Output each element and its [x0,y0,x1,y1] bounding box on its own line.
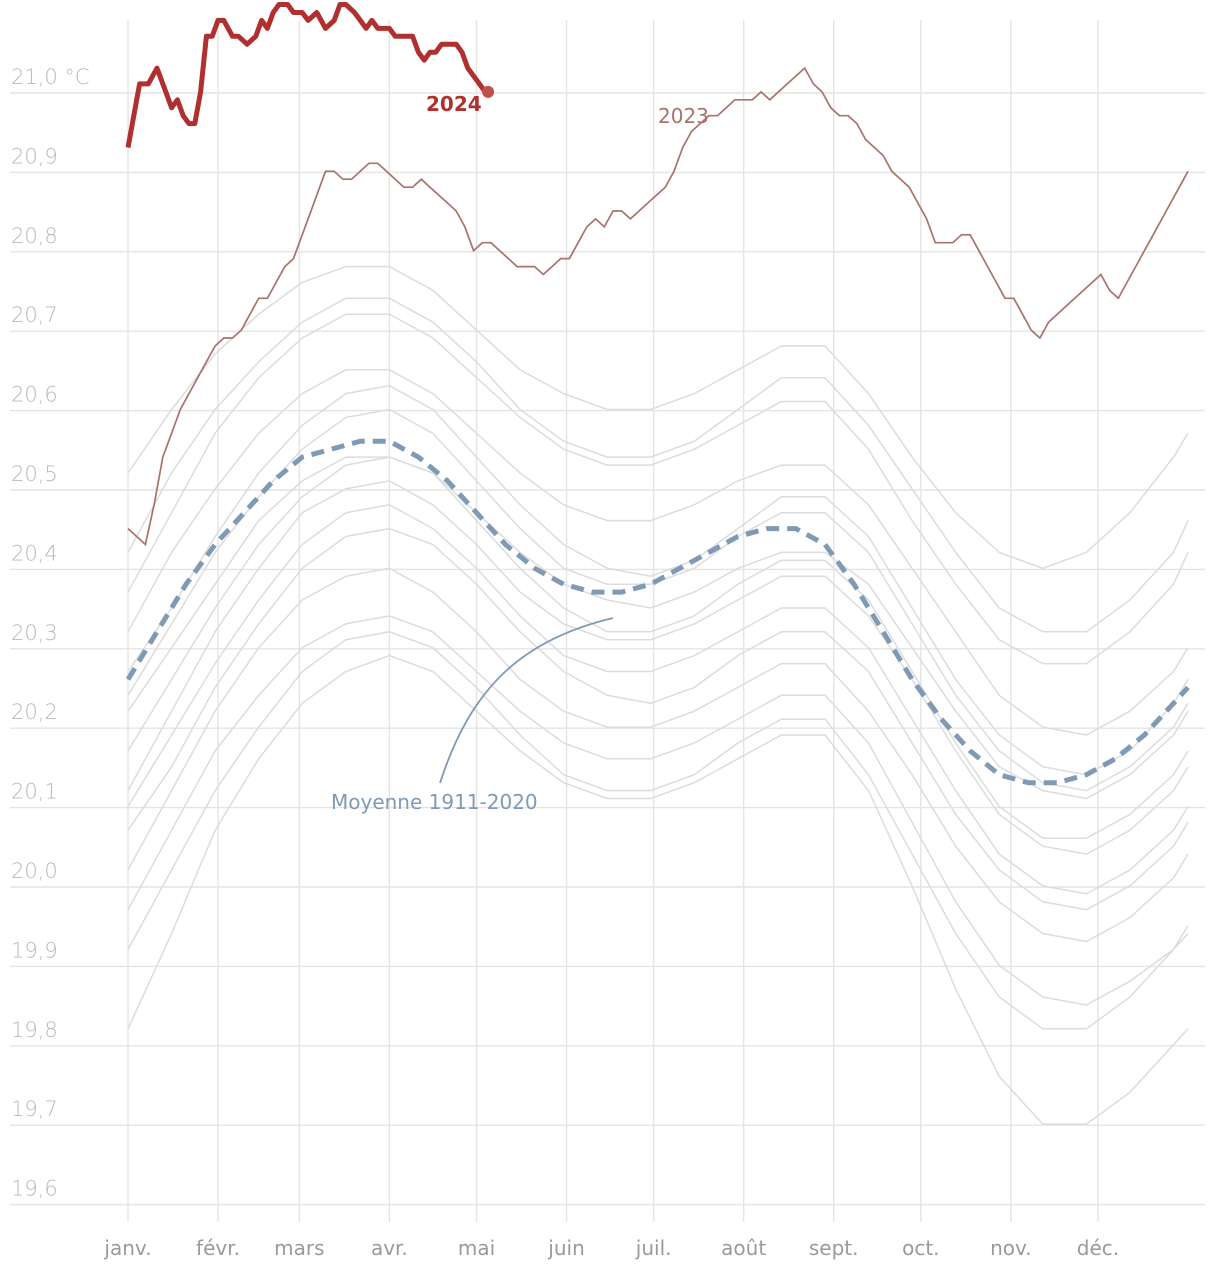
historical-year-line [127,480,1189,855]
y-tick-label: 20,2 [11,700,58,724]
x-tick-label: sept. [809,1236,859,1260]
x-tick-label: déc. [1077,1236,1119,1260]
series-2024-label: 2024 [426,92,482,116]
historical-year-line [127,369,1189,736]
historical-year-line [127,456,1189,839]
y-tick-label: 20,0 [11,859,58,883]
series-2023 [127,66,1189,547]
historical-year-line [127,615,1189,1006]
series-2023-line [127,66,1189,547]
historical-years-lines [127,265,1189,1125]
mean-series-line [125,438,1190,786]
historical-year-line [127,631,1189,1030]
y-gridlines [10,92,1205,1206]
x-tick-label: mai [458,1236,495,1260]
historical-year-line [127,297,1189,633]
x-tick-label: juin [547,1236,584,1260]
series-2024 [125,2,495,148]
y-tick-label: 19,9 [11,938,58,962]
y-tick-label: 20,8 [11,224,58,248]
y-tick-label: 20,6 [11,383,58,407]
series-2023-label: 2023 [658,104,709,128]
y-tick-label: 20,5 [11,462,58,486]
y-tick-label: 19,8 [11,1018,58,1042]
historical-year-line [127,384,1189,776]
historical-year-line [127,654,1189,1125]
y-tick-label: 19,7 [11,1097,58,1121]
y-tick-label: 20,3 [11,621,58,645]
y-tick-label: 21,0 °C [11,65,90,89]
x-tick-label: oct. [902,1236,939,1260]
historical-year-line [127,504,1189,895]
series-2024-line [125,2,489,148]
historical-year-line [127,313,1189,665]
x-tick-label: nov. [990,1236,1032,1260]
mean-annotation-arrow [439,617,614,784]
annotations: Moyenne 1911-2020 2023 2024 [331,92,709,814]
y-tick-label: 20,4 [11,541,58,565]
series-2024-end-dot [482,85,495,98]
historical-year-line [127,527,1189,911]
x-axis-ticks: janv. févr. mars avr. mai juin juil. août sept. o… [103,1236,1119,1260]
y-axis-ticks: 19,6 19,7 19,8 19,9 20,0 20,1 20,2 20,3 20,4 20,5… [11,65,90,1201]
historical-year-line [127,265,1189,570]
mean-1911-2020-series [125,438,1190,786]
x-tick-label: mars [274,1236,324,1260]
x-tick-label: août [721,1236,766,1260]
x-tick-label: juil. [635,1236,672,1260]
y-tick-label: 20,7 [11,303,58,327]
x-gridlines [127,20,1099,1222]
y-tick-label: 19,6 [11,1177,58,1201]
historical-year-line [127,408,1189,792]
x-tick-label: avr. [371,1236,408,1260]
y-tick-label: 20,1 [11,780,58,804]
x-tick-label: janv. [103,1236,151,1260]
y-tick-label: 20,9 [11,144,58,168]
mean-series-label: Moyenne 1911-2020 [331,790,538,814]
historical-year-line [127,456,1189,800]
x-tick-label: févr. [196,1236,240,1260]
historical-year-line [127,567,1189,943]
